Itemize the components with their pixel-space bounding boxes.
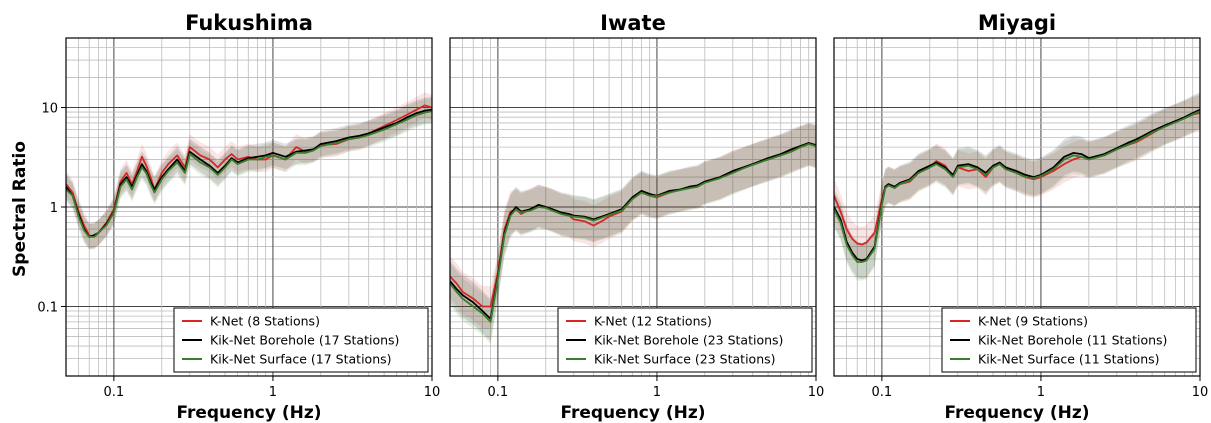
legend-label-k-net-9-stations: K-Net (9 Stations) <box>978 314 1088 329</box>
legend-fukushima: K-Net (8 Stations) Kik-Net Borehole (17 S… <box>173 307 429 373</box>
series-line-kik-net-surface-11-stations <box>834 110 1200 263</box>
y-tick-label: 10 <box>41 102 58 117</box>
plot-area-fukushima <box>66 92 432 250</box>
x-tick-label: 1 <box>269 385 277 400</box>
legend-label-kik-net-surface-23-stations: Kik-Net Surface (23 Stations) <box>594 352 776 367</box>
axes-frame-miyagi <box>833 37 1201 377</box>
legend-label-kik-net-borehole-23-stations: Kik-Net Borehole (23 Stations) <box>594 333 783 348</box>
panel-miyagi: 0.1 1 10 Miyagi Frequency (Hz) K-Net (9 Stati… <box>833 11 1209 423</box>
x-tick-label: 10 <box>1192 385 1209 400</box>
uncertainty-band-k-net-8-stations <box>66 92 432 250</box>
legend-label-kik-net-borehole-11-stations: Kik-Net Borehole (11 Stations) <box>978 333 1167 348</box>
chart-title-miyagi: Miyagi <box>978 11 1056 35</box>
legend-box <box>557 307 813 373</box>
legend-box <box>941 307 1197 373</box>
figure-ylabel: Spectral Ratio <box>10 141 30 277</box>
uncertainty-band-k-net-9-stations <box>834 95 1200 264</box>
x-tick-label: 1 <box>653 385 661 400</box>
series-line-kik-net-surface-17-stations <box>66 110 432 238</box>
ticks-iwate: 0.1 1 10 <box>488 376 825 400</box>
x-tick-label: 0.1 <box>872 385 893 400</box>
chart-title-fukushima: Fukushima <box>185 11 313 35</box>
x-axis-label-iwate: Frequency (Hz) <box>560 403 705 423</box>
ticks-fukushima: 0.1 1 10 0.1 1 10 <box>37 102 440 400</box>
ticks-miyagi: 0.1 1 10 <box>872 376 1209 400</box>
axes-frame-iwate <box>449 37 817 377</box>
legend-label-k-net-8-stations: K-Net (8 Stations) <box>210 314 320 329</box>
legend-label-kik-net-surface-17-stations: Kik-Net Surface (17 Stations) <box>210 352 392 367</box>
legend-miyagi: K-Net (9 Stations) Kik-Net Borehole (11 S… <box>941 307 1197 373</box>
legend-label-kik-net-surface-11-stations: Kik-Net Surface (11 Stations) <box>978 352 1160 367</box>
y-tick-label: 0.1 <box>37 300 58 315</box>
x-tick-label: 1 <box>1037 385 1045 400</box>
x-tick-label: 10 <box>424 385 441 400</box>
plot-area-iwate <box>450 122 816 344</box>
uncertainty-band-kik-net-surface-11-stations <box>834 93 1200 281</box>
uncertainty-band-kik-net-surface-17-stations <box>66 98 432 250</box>
y-tick-label: 1 <box>50 201 58 216</box>
x-tick-label: 10 <box>808 385 825 400</box>
x-tick-label: 0.1 <box>488 385 509 400</box>
plot-area-miyagi <box>834 92 1200 281</box>
panel-fukushima: 0.1 1 10 0.1 1 10 Fukushima Frequency (Hz) K-Net… <box>37 11 440 423</box>
uncertainty-band-kik-net-borehole-17-stations <box>66 96 432 250</box>
panel-iwate: 0.1 1 10 Iwate Frequency (Hz) K-Net (12 Stati… <box>449 11 825 423</box>
legend-label-k-net-12-stations: K-Net (12 Stations) <box>594 314 712 329</box>
uncertainty-band-kik-net-surface-23-stations <box>450 123 816 344</box>
legend-label-kik-net-borehole-17-stations: Kik-Net Borehole (17 Stations) <box>210 333 399 348</box>
uncertainty-band-kik-net-borehole-11-stations <box>834 92 1200 280</box>
x-tick-label: 0.1 <box>104 385 125 400</box>
legend-iwate: K-Net (12 Stations) Kik-Net Borehole (23 … <box>557 307 813 373</box>
x-axis-label-miyagi: Frequency (Hz) <box>944 403 1089 423</box>
series-line-kik-net-surface-23-stations <box>450 143 816 323</box>
x-axis-label-fukushima: Frequency (Hz) <box>176 403 321 423</box>
chart-title-iwate: Iwate <box>600 11 666 35</box>
legend-box <box>173 307 429 373</box>
